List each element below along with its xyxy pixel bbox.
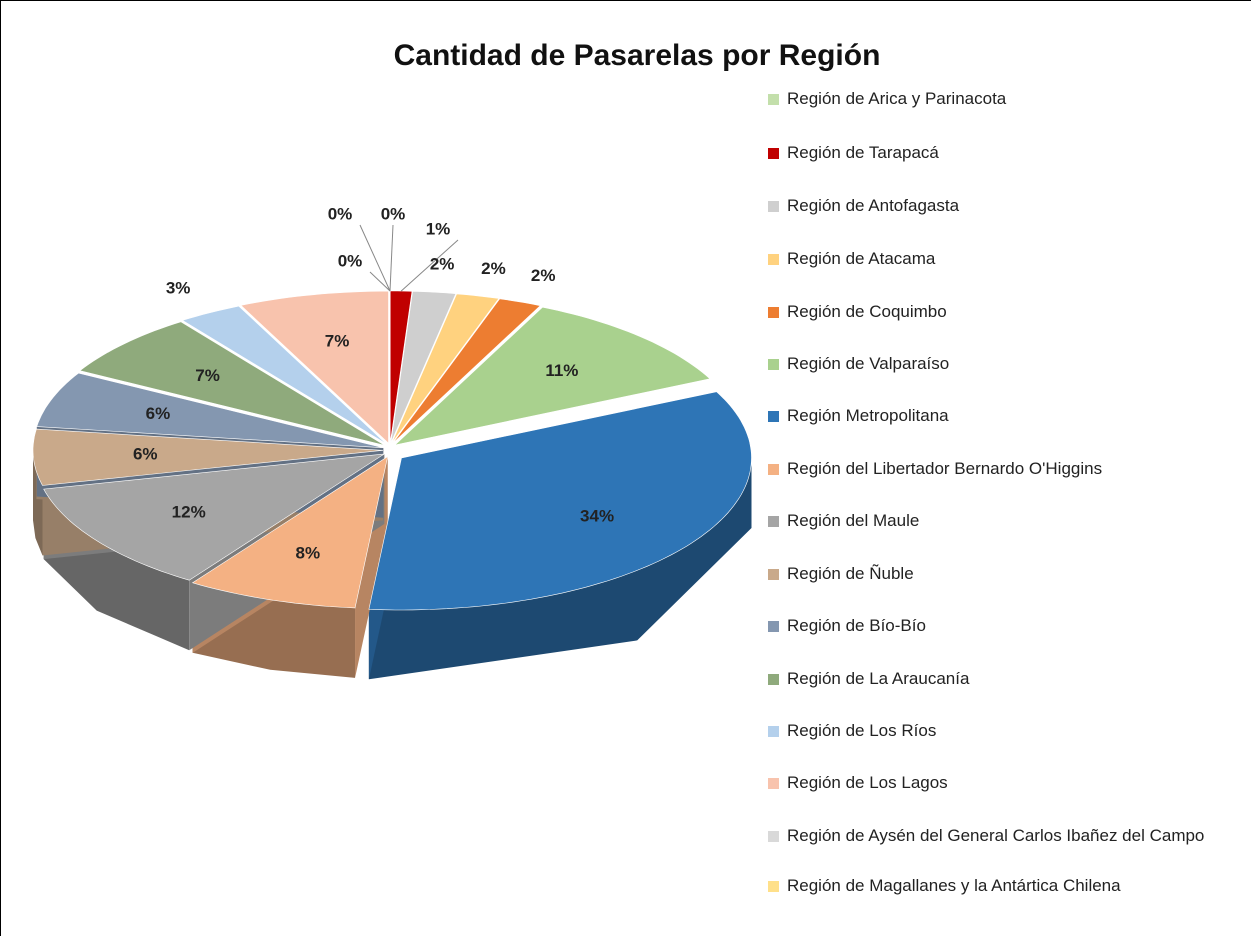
legend-item: Región de Antofagasta <box>768 197 1207 215</box>
legend-swatch <box>768 674 779 685</box>
legend-swatch <box>768 359 779 370</box>
legend-item: Región de Arica y Parinacota <box>768 90 1207 108</box>
tops <box>32 290 752 611</box>
legend-label: Región de Arica y Parinacota <box>787 89 1007 108</box>
legend-swatch <box>768 569 779 580</box>
legend-label: Región de Coquimbo <box>787 302 947 321</box>
legend-item: Región de Coquimbo <box>768 303 1207 321</box>
legend-label: Región Metropolitana <box>787 406 949 425</box>
slice <box>393 306 711 446</box>
legend-item: Región del Maule <box>768 512 1207 530</box>
slice <box>392 298 541 444</box>
slice <box>43 453 385 581</box>
data-label: 2% <box>481 259 506 278</box>
data-label: 2% <box>531 266 556 285</box>
leader-line <box>359 224 391 292</box>
data-label: 3% <box>166 279 191 298</box>
legend-label: Región de Magallanes y la Antártica Chil… <box>787 876 1121 895</box>
slice <box>182 305 387 445</box>
legend-label: Región de Valparaíso <box>787 354 950 373</box>
data-label: 0% <box>338 251 363 270</box>
leader-line <box>389 224 394 292</box>
data-label: 8% <box>296 543 321 562</box>
data-label: 6% <box>146 404 171 423</box>
legend-item: Región de Los Ríos <box>768 722 1207 740</box>
legend-item: Región de Bío-Bío <box>768 617 1207 635</box>
data-label: 12% <box>172 502 206 521</box>
slice <box>390 290 457 444</box>
chart-title: Cantidad de Pasarelas por Región <box>394 39 881 72</box>
legend-swatch <box>768 307 779 318</box>
legend-label: Región de La Araucanía <box>787 669 970 688</box>
slice <box>36 372 384 449</box>
slice <box>368 390 752 611</box>
legend-swatch <box>768 411 779 422</box>
legend-label: Región del Libertador Bernardo O'Higgins <box>787 459 1103 478</box>
slice <box>79 321 385 446</box>
legend-swatch <box>768 94 779 105</box>
legend-item: Región de Valparaíso <box>768 355 1207 373</box>
legend-swatch <box>768 201 779 212</box>
legend-swatch <box>768 621 779 632</box>
leader-line <box>369 271 391 292</box>
legend-swatch <box>768 464 779 475</box>
legend-swatch <box>768 148 779 159</box>
legend-swatch <box>768 516 779 527</box>
legend-item: Región de Ñuble <box>768 565 1207 583</box>
data-label: 34% <box>580 506 614 525</box>
legend-item: Región Metropolitana <box>768 407 1207 425</box>
slice <box>391 293 500 444</box>
slice-side <box>368 458 752 680</box>
slice <box>239 290 389 444</box>
legend-swatch <box>768 254 779 265</box>
legend-item: Región de Los Lagos <box>768 774 1207 792</box>
slice-side <box>33 450 43 556</box>
legend-label: Región de Aysén del General Carlos Ibañe… <box>787 826 1205 845</box>
labels: 0% 1% 2% 2% 2% 11% 34% 8% 12% 6% 6% 7% 3% 7% 0% 0% <box>133 204 614 562</box>
legend-label: Región de Antofagasta <box>787 196 960 215</box>
legend-item: Región de Tarapacá <box>768 144 1207 162</box>
data-label: 0% <box>381 204 406 223</box>
legend-label: Región de Bío-Bío <box>787 616 926 635</box>
legend-label: Región de Ñuble <box>787 564 914 583</box>
legend-item: Región de La Araucanía <box>768 670 1207 688</box>
data-label: 6% <box>133 445 158 464</box>
legend-label: Región de Atacama <box>787 249 936 268</box>
legend-swatch <box>768 726 779 737</box>
slice <box>191 455 389 609</box>
legend-item: Región de Aysén del General Carlos Ibañe… <box>768 827 1207 845</box>
legend-item: Región del Libertador Bernardo O'Higgins <box>768 460 1207 478</box>
leader-line <box>400 239 459 292</box>
slice <box>32 428 384 486</box>
legend-item: Región de Atacama <box>768 250 1207 268</box>
data-label: 7% <box>325 332 350 351</box>
legend-label: Región de Tarapacá <box>787 143 939 162</box>
legend-label: Región de Los Lagos <box>787 773 948 792</box>
data-label: 11% <box>545 361 578 380</box>
data-label: 0% <box>328 204 353 223</box>
legend-label: Región de Los Ríos <box>787 721 937 740</box>
legend-swatch <box>768 831 779 842</box>
legend-swatch <box>768 778 779 789</box>
legend-swatch <box>768 881 779 892</box>
data-label: 1% <box>426 219 451 238</box>
legend-label: Región del Maule <box>787 511 920 530</box>
data-label: 2% <box>430 255 455 274</box>
data-label: 7% <box>195 366 220 385</box>
legend-item: Región de Magallanes y la Antártica Chil… <box>768 877 1207 895</box>
